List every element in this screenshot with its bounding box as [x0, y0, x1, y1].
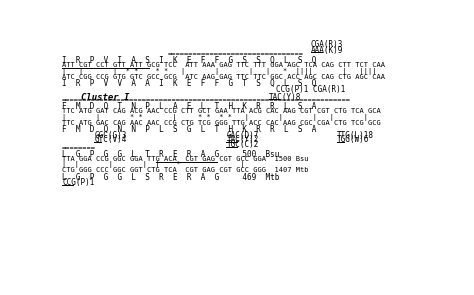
Text: CTG GGG CCC GGC GGT CTG TCA  CGT GAG CGT GCC GGG  1407 Mtb: CTG GGG CCC GGC GGT CTG TCA CGT GAG CGT … — [62, 167, 309, 173]
Text: TTG(L)18: TTG(L)18 — [337, 131, 374, 140]
Text: GGC(G)3: GGC(G)3 — [94, 131, 127, 140]
Text: AAA(K)9: AAA(K)9 — [311, 46, 343, 55]
Text: CCG(P)1: CCG(P)1 — [62, 178, 95, 187]
Text: TGC(C)2: TGC(C)2 — [227, 140, 259, 149]
Text: |       |       * *       |     * *  * *   |       |       |   |       |: | | * * | * * * * | | | | | — [62, 114, 368, 121]
Text: ================================: ================================ — [168, 51, 304, 57]
Text: F  M  D  Q  N  N  P  L  S  G  L  T  H  K  R  R  L  S  A: F M D Q N N P L S G L T H K R R L S A — [62, 125, 317, 134]
Text: F  M  D  Q  T  N  P  L  A  E  L  T  H  K  R  R  L  S  A: F M D Q T N P L A E L T H K R R L S A — [62, 102, 317, 112]
Text: L  G  P  G  G  L  T  R  E  R  A  G     500  Bsu: L G P G G L T R E R A G 500 Bsu — [62, 150, 280, 159]
Text: TTA GGA CCG GGC GGA TTG ACA  CGT GAG CGT GCC GGA  1500 Bsu: TTA GGA CCG GGC GGA TTG ACA CGT GAG CGT … — [62, 156, 309, 162]
Text: |  |       |       |  |    *              |: | | | | | * | — [62, 161, 245, 168]
Text: CGA(R)3: CGA(R)3 — [311, 40, 343, 49]
Text: TTC ATG GAT CAG ACG AAC CCG CTT GCT GAA TTA ACG CAC AAG CGT CGT CTG TCA GCA: TTC ATG GAT CAG ACG AAC CCG CTT GCT GAA … — [62, 108, 381, 114]
Text: TGG(W)6: TGG(W)6 — [337, 135, 369, 144]
Text: TTC ATG GAC CAG AAC AAC CCG CTG TCG GGG TTG ACC CAC AAG CGC CGA CTG TCG GCG: TTC ATG GAC CAG AAC AAC CCG CTG TCG GGG … — [62, 120, 381, 126]
Text: ========: ======== — [62, 145, 96, 151]
Text: |   |       |  * *    * *   |       |       |   |   *  ||||       |   ||||: | | | * * * * | | | | * |||| | |||| — [62, 68, 377, 75]
Text: TAC(Y)2: TAC(Y)2 — [227, 135, 259, 144]
Text: L  G  P  G  G  L  S  R  E  R  A  G     469  Mtb: L G P G G L S R E R A G 469 Mtb — [62, 173, 280, 182]
Text: I  R  P  V  I  A  S  I  K  E  F  F  G  S  S  Q  L  S  Q: I R P V I A S I K E F F G S S Q L S Q — [62, 56, 317, 65]
Text: Cluster I: Cluster I — [82, 93, 130, 102]
Text: ATC CGG CCG GTG GTC GCC GCG  ATC AAG GAG TTC TTC GGC ACC AGC CAG CTG AGC CAA: ATC CGG CCG GTG GTC GCC GCG ATC AAG GAG … — [62, 73, 385, 80]
Text: GTC(V)4: GTC(V)4 — [94, 135, 127, 144]
Text: ====================================================================: ========================================… — [62, 97, 351, 104]
Text: I  R  P  V  V  A  A  I  K  E  F  F  G  T  S  Q  L  S  Q: I R P V V A A I K E F F G T S Q L S Q — [62, 79, 317, 88]
Text: GAC(D)7: GAC(D)7 — [227, 131, 259, 140]
Text: ATT CGT CCT GTT ATT GCG TCC  ATT AAA GAG TTC TTT GGA AGC TCA CAG CTT TCT CAA: ATT CGT CCT GTT ATT GCG TCC ATT AAA GAG … — [62, 62, 385, 68]
Text: TAC(Y)8: TAC(Y)8 — [269, 93, 301, 102]
Text: CCG(P)1 CGA(R)1: CCG(P)1 CGA(R)1 — [276, 85, 346, 94]
